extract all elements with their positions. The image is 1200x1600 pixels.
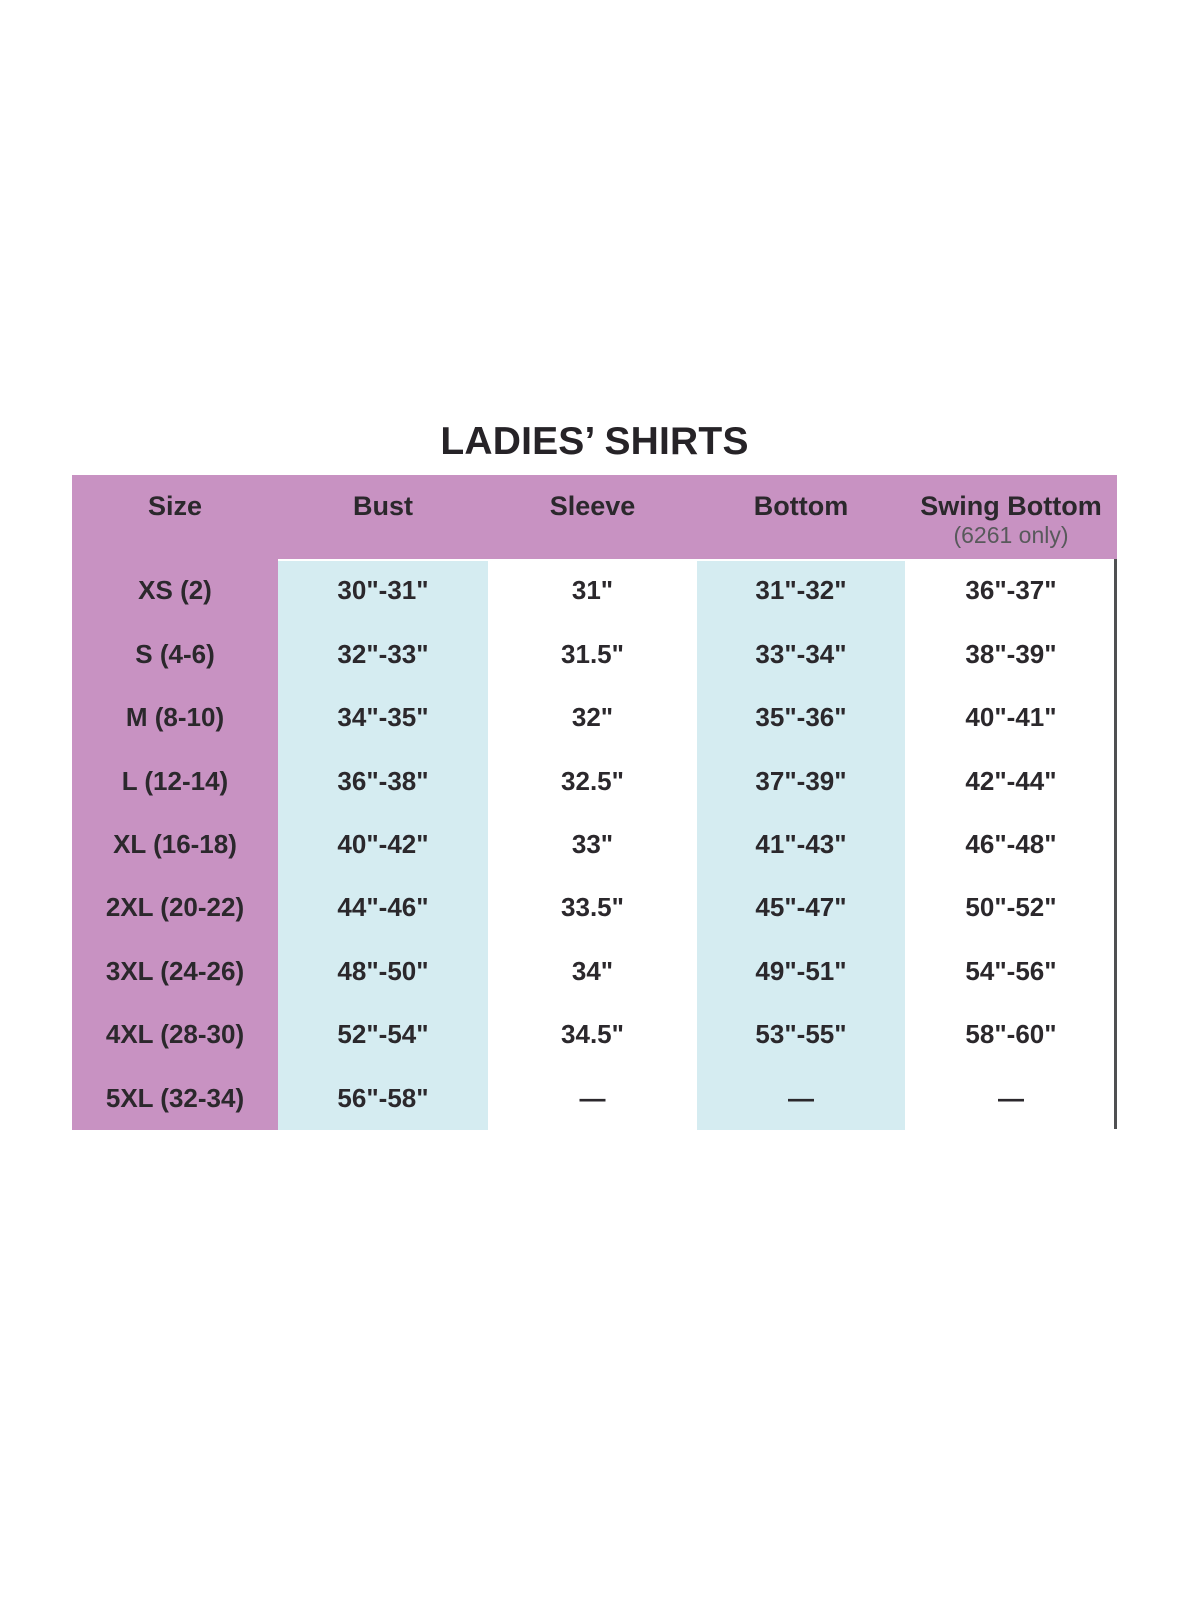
sleeve-cell: 31.5" [561, 638, 624, 669]
table-right-border [1114, 559, 1117, 1129]
table-row: XS (2) 30"-31" 31" 31"-32" 36"-37" [72, 559, 1117, 622]
table-row: 2XL (20-22) 44"-46" 33.5" 45"-47" 50"-52… [72, 876, 1117, 939]
size-cell: 2XL (20-22) [105, 892, 245, 923]
bottom-cell: 35"-36" [755, 702, 847, 733]
sleeve-cell: — [579, 1082, 606, 1113]
size-cell: XS (2) [138, 575, 212, 606]
page-title: LADIES’ SHIRTS [440, 420, 749, 463]
bust-cell: 52"-54" [337, 1019, 429, 1050]
swing-bottom-cell: 38"-39" [965, 638, 1057, 669]
header-label-size: Size [147, 491, 203, 521]
table-row: M (8-10) 34"-35" 32" 35"-36" 40"-41" [72, 686, 1117, 749]
table-row: 5XL (32-34) 56"-58" — — — [72, 1067, 1117, 1130]
swing-bottom-cell: 46"-48" [965, 828, 1057, 859]
bottom-cell: — [788, 1082, 814, 1113]
bottom-cell: 45"-47" [755, 892, 847, 923]
table-row: 3XL (24-26) 48"-50" 34" 49"-51" 54"-56" [72, 940, 1117, 1003]
sleeve-cell: 31" [571, 575, 614, 606]
sleeve-cell: 34.5" [561, 1019, 624, 1050]
size-cell: 5XL (32-34) [105, 1082, 245, 1113]
swing-bottom-cell: 50"-52" [965, 892, 1057, 923]
bust-cell: 36"-38" [337, 765, 429, 796]
bust-cell: 34"-35" [337, 702, 429, 733]
header-cell-bottom: Bottom [697, 475, 905, 559]
size-cell: 4XL (28-30) [105, 1019, 245, 1050]
table-body: XS (2) 30"-31" 31" 31"-32" 36"-37" S (4-… [72, 559, 1117, 1130]
bottom-cell: 53"-55" [755, 1019, 847, 1050]
bust-cell: 32"-33" [337, 638, 429, 669]
swing-bottom-cell: 40"-41" [965, 702, 1057, 733]
bottom-cell: 49"-51" [755, 955, 847, 986]
bust-cell: 48"-50" [337, 955, 429, 986]
swing-bottom-cell: 42"-44" [965, 765, 1057, 796]
size-cell: L (12-14) [121, 765, 229, 796]
header-cell-sleeve: Sleeve [488, 475, 697, 559]
table-row: XL (16-18) 40"-42" 33" 41"-43" 46"-48" [72, 813, 1117, 876]
table-rows: XS (2) 30"-31" 31" 31"-32" 36"-37" S (4-… [72, 559, 1117, 1130]
size-cell: M (8-10) [125, 702, 225, 733]
header-cell-bust: Bust [278, 475, 488, 559]
header-note-swing-bottom: (6261 only) [953, 522, 1069, 548]
header-label-bust: Bust [353, 491, 413, 521]
header-cell-swing-bottom: Swing Bottom (6261 only) [905, 475, 1117, 559]
sleeve-cell: 32" [571, 702, 614, 733]
table-row: S (4-6) 32"-33" 31.5" 33"-34" 38"-39" [72, 622, 1117, 685]
bottom-cell: 37"-39" [755, 765, 847, 796]
swing-bottom-cell: — [998, 1082, 1024, 1113]
swing-bottom-cell: 36"-37" [965, 575, 1057, 606]
bust-cell: 44"-46" [337, 892, 429, 923]
table-header-row: Size Bust Sleeve Bottom Swing Bottom (62… [72, 475, 1117, 559]
size-cell: 3XL (24-26) [105, 955, 245, 986]
size-cell: S (4-6) [135, 638, 215, 669]
sleeve-cell: 32.5" [561, 765, 624, 796]
bust-cell: 56"-58" [337, 1082, 429, 1113]
size-cell: XL (16-18) [113, 828, 237, 859]
swing-bottom-cell: 54"-56" [965, 955, 1057, 986]
bottom-cell: 31"-32" [755, 575, 847, 606]
sleeve-cell: 34" [571, 955, 614, 986]
table-row: L (12-14) 36"-38" 32.5" 37"-39" 42"-44" [72, 749, 1117, 812]
sleeve-cell: 33.5" [561, 892, 624, 923]
sleeve-cell: 33" [571, 828, 614, 859]
header-cell-size: Size [72, 475, 278, 559]
bottom-cell: 33"-34" [755, 638, 847, 669]
swing-bottom-cell: 58"-60" [965, 1019, 1057, 1050]
bust-cell: 30"-31" [337, 575, 429, 606]
header-label-swing-bottom: Swing Bottom [920, 491, 1102, 521]
bust-cell: 40"-42" [337, 828, 429, 859]
size-chart-table: Size Bust Sleeve Bottom Swing Bottom (62… [72, 475, 1117, 1130]
header-label-bottom: Bottom [753, 491, 849, 521]
table-row: 4XL (28-30) 52"-54" 34.5" 53"-55" 58"-60… [72, 1003, 1117, 1066]
header-label-sleeve: Sleeve [549, 491, 636, 521]
bottom-cell: 41"-43" [755, 828, 847, 859]
